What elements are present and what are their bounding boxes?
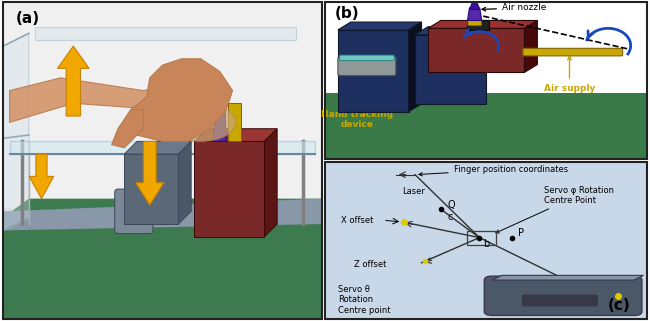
FancyBboxPatch shape [114, 189, 153, 234]
Polygon shape [10, 142, 315, 154]
FancyBboxPatch shape [124, 154, 178, 224]
Polygon shape [525, 21, 538, 73]
Text: Z offset: Z offset [354, 260, 386, 269]
Polygon shape [112, 110, 144, 148]
Polygon shape [265, 129, 277, 237]
Text: Laser: Laser [402, 187, 425, 195]
Polygon shape [124, 142, 191, 154]
Polygon shape [10, 78, 181, 122]
Polygon shape [124, 59, 233, 142]
Polygon shape [215, 78, 225, 97]
Polygon shape [338, 22, 421, 30]
FancyBboxPatch shape [523, 48, 623, 56]
Text: Air nozzle: Air nozzle [482, 4, 547, 13]
FancyBboxPatch shape [467, 21, 489, 30]
FancyBboxPatch shape [194, 142, 265, 237]
Polygon shape [3, 199, 322, 230]
Text: X offset: X offset [341, 216, 374, 225]
FancyBboxPatch shape [468, 18, 482, 26]
Polygon shape [428, 21, 538, 28]
Polygon shape [29, 154, 54, 199]
FancyBboxPatch shape [428, 28, 525, 73]
Polygon shape [3, 2, 322, 208]
Polygon shape [492, 275, 644, 280]
Text: (b): (b) [335, 6, 359, 21]
Text: Hand tracking
device: Hand tracking device [321, 69, 393, 129]
Polygon shape [178, 142, 191, 224]
Ellipse shape [166, 103, 236, 142]
Text: b: b [483, 239, 489, 249]
FancyBboxPatch shape [522, 295, 598, 307]
Polygon shape [325, 93, 647, 159]
Text: Air supply: Air supply [544, 56, 595, 93]
FancyBboxPatch shape [338, 56, 396, 75]
Polygon shape [469, 3, 480, 10]
Polygon shape [35, 27, 296, 40]
FancyBboxPatch shape [338, 30, 409, 112]
Polygon shape [409, 22, 421, 112]
FancyBboxPatch shape [484, 276, 642, 316]
Text: Q: Q [447, 200, 455, 210]
Polygon shape [227, 103, 240, 142]
Polygon shape [213, 97, 226, 142]
Text: Y offset: Y offset [518, 277, 550, 286]
Polygon shape [3, 33, 29, 230]
Polygon shape [58, 46, 89, 116]
Text: (a): (a) [16, 11, 40, 26]
Text: P: P [518, 228, 524, 238]
Polygon shape [415, 27, 499, 35]
Text: (c): (c) [608, 298, 630, 313]
Text: Finger position coordinates: Finger position coordinates [419, 165, 568, 176]
Text: c: c [447, 212, 452, 222]
FancyBboxPatch shape [339, 55, 394, 61]
FancyBboxPatch shape [415, 35, 486, 104]
Polygon shape [136, 142, 164, 205]
Polygon shape [3, 199, 322, 319]
Polygon shape [467, 8, 482, 21]
Polygon shape [194, 129, 277, 142]
Text: Servo φ Rotation
Centre Point: Servo φ Rotation Centre Point [496, 186, 614, 233]
Polygon shape [3, 208, 73, 319]
Text: Servo θ
Rotation
Centre point: Servo θ Rotation Centre point [338, 285, 391, 315]
FancyBboxPatch shape [325, 162, 647, 319]
